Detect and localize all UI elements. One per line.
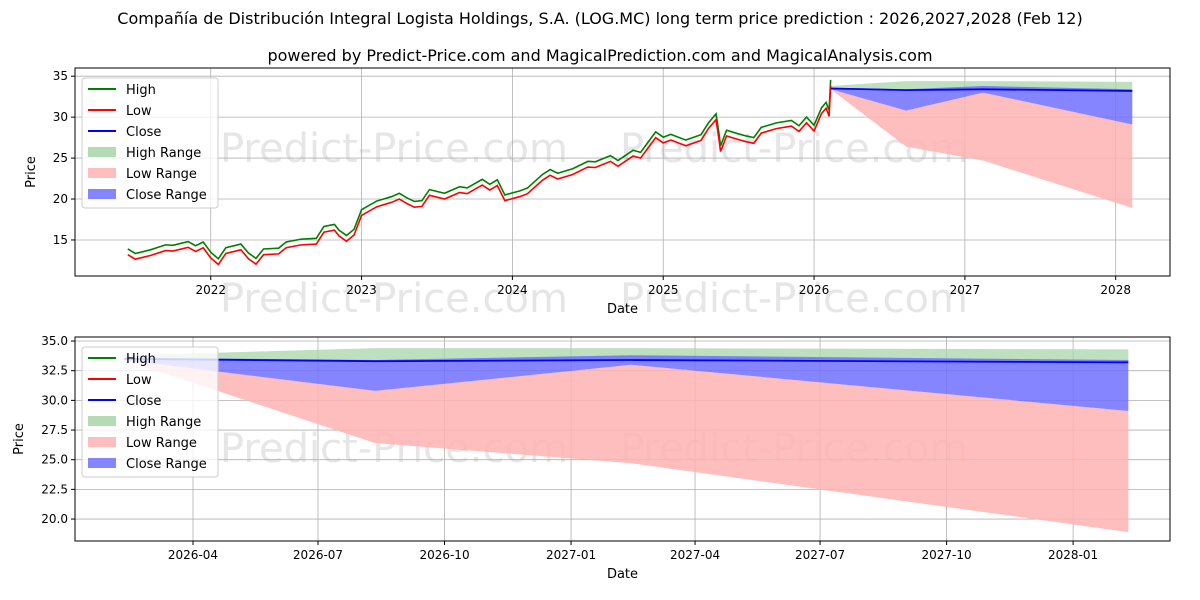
low-range-area [124, 360, 1129, 533]
close-range-area [124, 355, 1129, 412]
plot-area [124, 348, 1129, 533]
low-line [127, 85, 832, 266]
legend: High Low Close High Range Low Range Close Ran… [81, 346, 219, 478]
legend-label: Low [126, 373, 152, 388]
x-tick-label: 2023 [346, 283, 377, 297]
y-tick-label: 35.0 [41, 334, 68, 348]
x-tick-label: 2026 [799, 283, 830, 297]
x-tick-label: 2027-04 [670, 548, 720, 562]
legend-label: Close Range [126, 457, 207, 472]
legend-label: Low Range [126, 436, 197, 451]
legend-label: High Range [126, 415, 201, 430]
y-tick-label: 25.0 [41, 453, 68, 467]
y-tick-label: 25 [53, 151, 68, 165]
x-axis-label: Date [607, 302, 638, 317]
x-tick-label: 2027-10 [922, 548, 972, 562]
x-axis-label: Date [607, 567, 638, 582]
chart-panel-2: Predict-Price.comPredict-Price.com2026-0… [12, 334, 1171, 582]
axes-frame [74, 67, 1171, 277]
legend-swatch-low-range [88, 437, 116, 447]
y-tick-label: 35 [53, 69, 68, 83]
watermark: Predict-Price.com [620, 276, 968, 322]
y-tick-label: 20.0 [41, 512, 68, 526]
legend-swatch-close-range [88, 189, 116, 199]
chart-panel-1: Predict-Price.com Predict-Price.com Predic… [24, 67, 1171, 322]
y-tick-label: 32.5 [41, 364, 68, 378]
x-tick-label: 2022 [195, 283, 226, 297]
legend-swatch-high-range [88, 416, 116, 426]
x-tick-label: 2026-10 [419, 548, 469, 562]
y-axis-label: Price [24, 156, 39, 188]
low-range-area [830, 89, 1133, 209]
plot-area [127, 79, 1133, 266]
close-range-area [830, 86, 1133, 125]
x-tick-label: 2026-04 [168, 548, 218, 562]
legend-swatch-high-range [88, 147, 116, 157]
x-tick-label: 2025 [648, 283, 679, 297]
chart-subtitle: powered by Predict-Price.com and Magical… [267, 46, 933, 65]
y-tick-label: 15 [53, 233, 68, 247]
y-tick-label: 30.0 [41, 393, 68, 407]
legend-label: High Range [126, 146, 201, 161]
legend-label: Low Range [126, 167, 197, 182]
y-tick-label: 20 [53, 192, 68, 206]
high-line [127, 79, 832, 260]
close-line [830, 87, 1133, 92]
x-tick-label: 2026-07 [293, 548, 343, 562]
legend-label: Close [126, 125, 161, 140]
legend-label: High [126, 352, 156, 367]
x-tick-label: 2027-07 [795, 548, 845, 562]
legend-label: Low [126, 104, 152, 119]
legend-label: Close Range [126, 188, 207, 203]
x-tick-label: 2028-01 [1048, 548, 1098, 562]
y-tick-label: 22.5 [41, 482, 68, 496]
legend-swatch-close-range [88, 458, 116, 468]
legend: High Low Close High Range Low Range Close Ran… [81, 77, 219, 209]
axes-frame [74, 336, 1171, 542]
legend-label: Close [126, 394, 161, 409]
y-tick-label: 30 [53, 110, 68, 124]
y-tick-label: 27.5 [41, 423, 68, 437]
legend-label: High [126, 83, 156, 98]
x-tick-label: 2024 [497, 283, 528, 297]
close-line [124, 357, 1129, 364]
x-tick-label: 2028 [1100, 283, 1131, 297]
y-axis-label: Price [12, 423, 27, 455]
legend-swatch-low-range [88, 168, 116, 178]
chart-title: Compañía de Distribución Integral Logist… [117, 9, 1083, 28]
watermark: Predict-Price.com [220, 276, 568, 322]
x-tick-label: 2027 [950, 283, 981, 297]
watermark: Predict-Price.com [220, 126, 568, 172]
x-tick-label: 2027-01 [546, 548, 596, 562]
